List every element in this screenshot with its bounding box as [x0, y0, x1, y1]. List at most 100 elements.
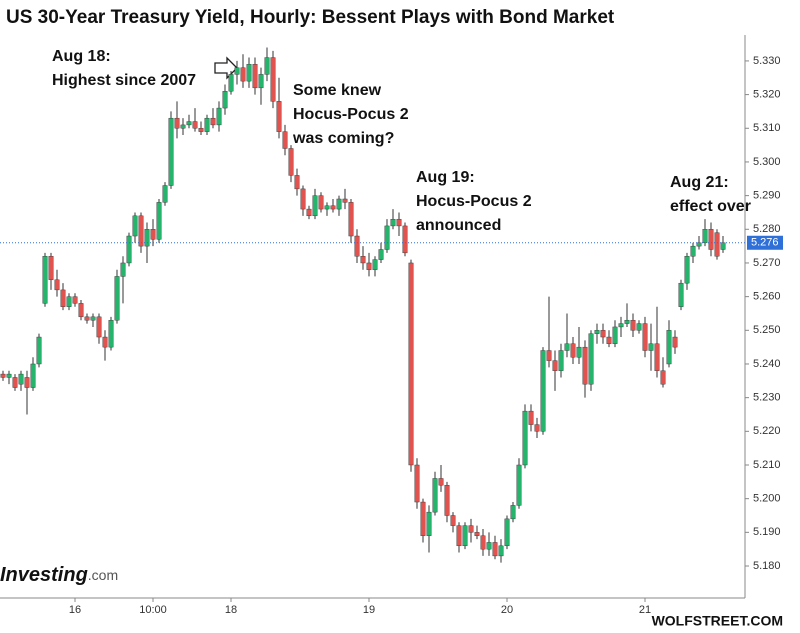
candle-body: [78, 303, 84, 318]
candle-body: [318, 195, 324, 210]
candle-body: [462, 525, 468, 547]
candle-body: [414, 464, 420, 503]
annotation: was coming?: [292, 130, 394, 147]
candle-body: [696, 242, 702, 247]
candle-body: [330, 205, 336, 210]
candle-body: [102, 336, 108, 348]
candle-body: [174, 117, 180, 129]
candle-body: [240, 67, 246, 82]
candle-body: [48, 256, 54, 280]
candle-body: [510, 505, 516, 520]
chart-title: US 30-Year Treasury Yield, Hourly: Besse…: [6, 7, 615, 28]
candle-body: [84, 316, 90, 321]
candle-body: [336, 198, 342, 210]
candle-body: [516, 464, 522, 506]
candle-body: [276, 101, 282, 132]
candle-body: [624, 320, 630, 324]
candle-body: [402, 225, 408, 254]
candle-body: [306, 208, 312, 217]
candle-body: [234, 67, 240, 75]
candle-body: [504, 518, 510, 547]
candle-body: [138, 215, 144, 247]
annotation: Aug 21:: [670, 174, 729, 191]
candle-body: [252, 64, 258, 89]
candle-body: [534, 424, 540, 432]
candle-body: [180, 124, 186, 129]
candle-body: [564, 343, 570, 351]
candle-body: [72, 296, 78, 304]
candle-body: [294, 175, 300, 190]
candle-body: [204, 117, 210, 132]
candle-body: [66, 296, 72, 307]
candle-body: [264, 57, 270, 75]
candle-body: [546, 350, 552, 361]
y-tick-label: 5.210: [753, 459, 781, 471]
candle-body: [522, 410, 528, 466]
candle-body: [198, 128, 204, 132]
annotation: Hocus-Pocus 2: [293, 106, 409, 123]
y-tick-label: 5.300: [753, 156, 781, 168]
candle-body: [324, 205, 330, 210]
x-tick-label: 10:00: [139, 604, 167, 616]
last-value-label: 5.276: [751, 237, 779, 249]
candle-body: [210, 117, 216, 126]
candle-body: [648, 343, 654, 351]
candle-body: [6, 373, 12, 378]
candle-body: [474, 532, 480, 536]
y-tick-label: 5.200: [753, 493, 781, 505]
y-tick-label: 5.320: [753, 89, 781, 101]
candle-body: [390, 218, 396, 227]
candle-body: [30, 363, 36, 388]
x-tick-label: 19: [363, 604, 375, 616]
candle-body: [0, 373, 6, 378]
annotation: Highest since 2007: [52, 72, 196, 89]
candle-body: [672, 336, 678, 348]
candle-body: [216, 107, 222, 126]
candle-body: [114, 276, 120, 321]
x-tick-label: 20: [501, 604, 513, 616]
candle-body: [144, 229, 150, 247]
candle-body: [24, 377, 30, 388]
candle-body: [636, 323, 642, 331]
candle-body: [450, 515, 456, 526]
candle-body: [348, 202, 354, 237]
candle-body: [480, 535, 486, 550]
candle-body: [42, 256, 48, 304]
candle-body: [258, 74, 264, 89]
arrow: [214, 56, 238, 80]
candle-body: [690, 245, 696, 257]
candle-body: [552, 360, 558, 371]
candle-body: [684, 256, 690, 284]
x-tick-label: 21: [639, 604, 651, 616]
candle-body: [222, 91, 228, 109]
candle-body: [582, 346, 588, 385]
candle-body: [420, 501, 426, 536]
candle-body: [606, 336, 612, 344]
candle-body: [642, 323, 648, 351]
candle-body: [468, 525, 474, 533]
candle-body: [558, 350, 564, 371]
candle-body: [54, 279, 60, 291]
annotation: Aug 19:: [416, 169, 475, 186]
candle-body: [714, 232, 720, 257]
candle-body: [36, 336, 42, 365]
candle-body: [312, 195, 318, 217]
candle-body: [570, 343, 576, 358]
last-value-box: [747, 235, 783, 250]
candle-body: [96, 316, 102, 338]
y-tick-label: 5.230: [753, 392, 781, 404]
candle-body: [678, 282, 684, 307]
y-tick-label: 5.190: [753, 526, 781, 538]
annotation: Hocus-Pocus 2: [416, 193, 532, 210]
candle-body: [228, 74, 234, 92]
candle-body: [576, 346, 582, 358]
annotation: Some knew: [293, 82, 382, 99]
candle-body: [618, 323, 624, 328]
candle-body: [438, 478, 444, 486]
candle-body: [396, 218, 402, 227]
candle-body: [156, 202, 162, 240]
candle-body: [126, 235, 132, 264]
candle-body: [486, 542, 492, 550]
candle-body: [282, 131, 288, 149]
y-tick-label: 5.270: [753, 257, 781, 269]
